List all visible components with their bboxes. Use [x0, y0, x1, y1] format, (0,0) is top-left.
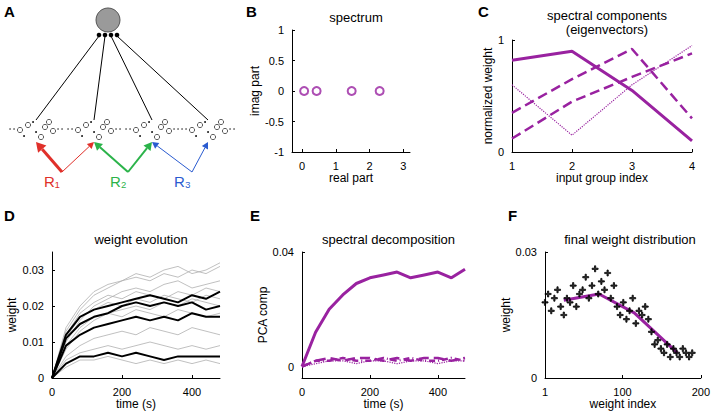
svg-text:0.03: 0.03 [23, 264, 44, 276]
svg-text:1: 1 [542, 386, 548, 398]
svg-text:F: F [508, 207, 517, 224]
svg-text:0: 0 [498, 146, 504, 158]
svg-text:2: 2 [366, 160, 372, 172]
svg-text:400: 400 [429, 386, 447, 398]
svg-text:spectral components: spectral components [547, 8, 667, 23]
svg-text:0.02: 0.02 [23, 300, 44, 312]
svg-text:weight index: weight index [589, 397, 657, 411]
svg-text:weight: weight [5, 297, 19, 333]
svg-text:normalized weight: normalized weight [481, 47, 495, 144]
svg-text:A: A [4, 3, 15, 20]
svg-text:0: 0 [288, 361, 294, 373]
svg-text:1: 1 [278, 24, 284, 36]
svg-text:R₁: R₁ [44, 173, 60, 190]
svg-text:100: 100 [613, 386, 631, 398]
svg-text:weight: weight [499, 297, 513, 333]
svg-text:400: 400 [183, 386, 201, 398]
svg-text:time (s): time (s) [364, 397, 404, 411]
svg-text:0: 0 [299, 160, 305, 172]
svg-text:2: 2 [569, 160, 575, 172]
svg-text:0: 0 [299, 386, 305, 398]
svg-text:200: 200 [692, 386, 710, 398]
svg-text:1: 1 [498, 34, 504, 46]
svg-text:E: E [250, 207, 260, 224]
svg-text:input group index: input group index [556, 171, 648, 185]
svg-text:PCA comp: PCA comp [256, 286, 270, 343]
svg-text:-1: -1 [274, 146, 284, 158]
svg-text:final weight distribution: final weight distribution [564, 232, 696, 247]
svg-text:0: 0 [38, 372, 44, 384]
svg-text:0: 0 [49, 386, 55, 398]
svg-text:0: 0 [531, 372, 537, 384]
svg-text:D: D [4, 207, 15, 224]
svg-text:0.04: 0.04 [273, 246, 294, 258]
svg-text:200: 200 [361, 386, 379, 398]
svg-text:spectral decomposition: spectral decomposition [322, 232, 455, 247]
svg-text:R₃: R₃ [174, 173, 191, 190]
svg-text:3: 3 [629, 160, 635, 172]
svg-text:spectrum: spectrum [329, 10, 382, 25]
svg-text:C: C [478, 3, 489, 20]
svg-text:1: 1 [333, 160, 339, 172]
svg-text:200: 200 [113, 386, 131, 398]
svg-text:-0.5: -0.5 [265, 116, 284, 128]
svg-text:time (s): time (s) [116, 397, 156, 411]
svg-text:real part: real part [329, 171, 374, 185]
svg-text:0.01: 0.01 [23, 336, 44, 348]
svg-text:weight evolution: weight evolution [93, 232, 187, 247]
svg-text:imag part: imag part [248, 65, 262, 116]
svg-text:(eigenvectors): (eigenvectors) [566, 22, 648, 37]
svg-text:3: 3 [400, 160, 406, 172]
svg-text:0.5: 0.5 [269, 55, 284, 67]
svg-text:0.03: 0.03 [516, 246, 537, 258]
svg-text:4: 4 [689, 160, 695, 172]
svg-text:B: B [246, 3, 257, 20]
svg-text:1: 1 [509, 160, 515, 172]
svg-text:R₂: R₂ [110, 173, 127, 190]
svg-text:0: 0 [278, 85, 284, 97]
